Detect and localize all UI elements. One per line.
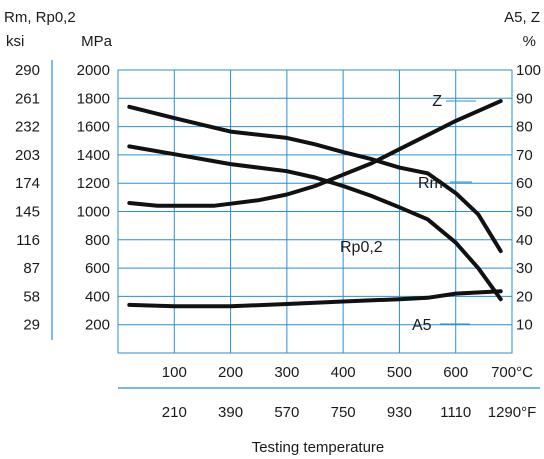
mpa-tick-label: 600 (85, 260, 110, 277)
celsius-tick-label: 400 (331, 364, 356, 381)
series-label-z: Z (432, 93, 442, 110)
ksi-tick-label: 290 (15, 62, 40, 79)
series-line-rp02 (127, 144, 503, 302)
ksi-unit-label: ksi (6, 33, 24, 50)
mpa-tick-label: 1200 (77, 175, 110, 192)
series-label-a5: A5 (412, 317, 432, 334)
ksi-tick-label: 116 (16, 232, 40, 249)
right-unit-label: % (523, 33, 536, 50)
percent-tick-label: 20 (516, 288, 533, 305)
mpa-tick-label: 1400 (77, 147, 110, 164)
percent-tick-label: 10 (516, 317, 533, 334)
percent-tick-label: 60 (516, 175, 533, 192)
right-axis-title: A5, Z (504, 9, 540, 26)
ksi-tick-label: 58 (23, 288, 40, 305)
ksi-tick-label: 203 (15, 147, 40, 164)
x-axis-title: Testing temperature (252, 439, 385, 456)
mpa-tick-label: 1800 (77, 90, 110, 107)
percent-tick-label: 30 (516, 260, 533, 277)
percent-tick-label: 100 (516, 62, 541, 79)
mpa-tick-label: 2000 (77, 62, 110, 79)
series-line-z (127, 99, 503, 208)
celsius-tick-label: 500 (387, 364, 412, 381)
percent-tick-label: 90 (516, 90, 533, 107)
mpa-tick-label: 400 (85, 288, 110, 305)
fahrenheit-tick-label: 1110 (440, 404, 471, 421)
series-curves (127, 99, 503, 309)
percent-tick-label: 40 (516, 232, 533, 249)
celsius-tick-label: 200 (218, 364, 243, 381)
mpa-tick-label: 800 (85, 232, 110, 249)
fahrenheit-tick-label: 210 (162, 404, 187, 421)
fahrenheit-tick-label: 390 (218, 404, 243, 421)
series-label-rp02: Rp0,2 (340, 239, 383, 256)
series-line-rm (127, 104, 503, 254)
mpa-tick-label: 1000 (77, 204, 110, 221)
percent-tick-label: 80 (516, 119, 533, 136)
celsius-tick-label: 100 (162, 364, 187, 381)
celsius-tick-label: 700°C (491, 364, 533, 381)
mpa-tick-label: 1600 (77, 119, 110, 136)
percent-tick-label: 50 (516, 204, 533, 221)
left-axis-title: Rm, Rp0,2 (4, 9, 76, 26)
tick-labels: 2000 290 1800 261 1600 232 1400 203 1200 174 1000 1… (15, 62, 541, 421)
series-line-a5 (127, 289, 503, 309)
celsius-tick-label: 300 (274, 364, 299, 381)
percent-tick-label: 70 (516, 147, 533, 164)
fahrenheit-tick-label: 750 (331, 404, 356, 421)
celsius-tick-label: 600 (443, 364, 468, 381)
mpa-unit-label: MPa (81, 33, 113, 50)
series-label-rm: Rm (418, 175, 443, 192)
ksi-tick-label: 174 (15, 175, 40, 192)
ksi-tick-label: 232 (15, 119, 40, 136)
fahrenheit-tick-label: 570 (274, 404, 299, 421)
fahrenheit-tick-label: 1290°F (488, 404, 537, 421)
ksi-tick-label: 87 (23, 260, 40, 277)
fahrenheit-tick-label: 930 (387, 404, 412, 421)
ksi-tick-label: 261 (15, 90, 40, 107)
ksi-tick-label: 145 (15, 204, 40, 221)
grid (117, 69, 513, 354)
mpa-tick-label: 200 (85, 317, 110, 334)
ksi-tick-label: 29 (23, 317, 40, 334)
